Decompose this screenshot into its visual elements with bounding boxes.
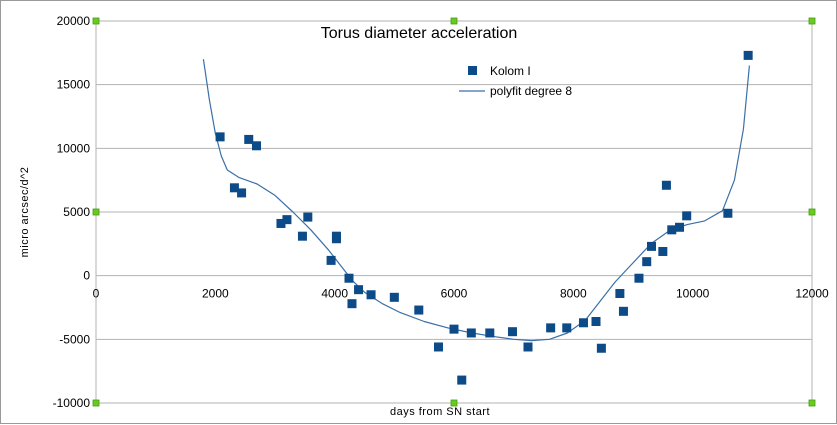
data-point bbox=[667, 225, 677, 235]
y-tick-labels: -10000 -5000 0 5000 10000 15000 20000 bbox=[53, 14, 91, 410]
x-tick-label: 2000 bbox=[202, 287, 229, 301]
data-point bbox=[661, 180, 671, 190]
data-point bbox=[466, 328, 476, 338]
x-axis-title: days from SN start bbox=[390, 406, 490, 418]
data-point bbox=[591, 317, 601, 327]
data-point bbox=[433, 342, 443, 352]
data-point bbox=[449, 324, 459, 334]
data-point bbox=[347, 299, 357, 309]
data-point bbox=[523, 342, 533, 352]
selection-handle[interactable] bbox=[92, 399, 100, 407]
data-point bbox=[389, 292, 399, 302]
x-tick-label: 10000 bbox=[676, 287, 710, 301]
data-point bbox=[485, 328, 495, 338]
fit-curve-layer bbox=[202, 59, 750, 342]
y-tick-label: 10000 bbox=[57, 141, 91, 155]
data-point bbox=[642, 257, 652, 267]
data-point bbox=[723, 208, 733, 218]
selection-handle[interactable] bbox=[450, 17, 458, 25]
data-point bbox=[507, 327, 517, 337]
data-point bbox=[615, 288, 625, 298]
x-tick-labels: 0 2000 4000 6000 8000 10000 12000 bbox=[93, 287, 829, 301]
legend-label-kolom-i: Kolom I bbox=[490, 64, 531, 78]
data-point bbox=[331, 231, 341, 241]
x-tick-label: 4000 bbox=[321, 287, 348, 301]
data-point bbox=[634, 273, 644, 283]
chart-title: Torus diameter acceleration bbox=[321, 25, 518, 42]
data-point bbox=[326, 255, 336, 265]
data-point bbox=[546, 323, 556, 333]
data-point bbox=[457, 375, 467, 385]
data-point bbox=[646, 241, 656, 251]
selection-handle[interactable] bbox=[808, 208, 816, 216]
grid-lines bbox=[95, 20, 813, 404]
data-point bbox=[215, 132, 225, 142]
data-point bbox=[682, 211, 692, 221]
y-tick-label: 5000 bbox=[63, 205, 90, 219]
selection-handle[interactable] bbox=[450, 399, 458, 407]
y-axis-title: micro arcsec/d^2 bbox=[19, 167, 31, 258]
data-point bbox=[578, 318, 588, 328]
y-tick-label: -5000 bbox=[59, 332, 90, 346]
data-point bbox=[344, 273, 354, 283]
x-tick-label: 12000 bbox=[795, 287, 829, 301]
x-tick-label: 8000 bbox=[560, 287, 587, 301]
data-point bbox=[354, 285, 364, 295]
data-point bbox=[297, 231, 307, 241]
series-line-polyfit bbox=[202, 59, 750, 342]
legend-marker-kolom-i bbox=[468, 66, 477, 75]
x-tick-label: 6000 bbox=[441, 287, 468, 301]
data-point bbox=[414, 305, 424, 315]
data-point bbox=[366, 290, 376, 300]
selection-handle[interactable] bbox=[92, 208, 100, 216]
data-point bbox=[282, 215, 292, 225]
data-point bbox=[252, 141, 262, 151]
selection-handle[interactable] bbox=[808, 17, 816, 25]
selection-handles[interactable] bbox=[92, 17, 816, 407]
y-tick-label: -10000 bbox=[53, 396, 91, 410]
selection-handle[interactable] bbox=[92, 17, 100, 25]
y-tick-label: 15000 bbox=[57, 78, 91, 92]
selection-handle[interactable] bbox=[808, 399, 816, 407]
y-tick-label: 0 bbox=[83, 269, 90, 283]
data-point bbox=[562, 323, 572, 333]
data-point bbox=[276, 218, 286, 228]
data-point bbox=[743, 50, 753, 60]
data-point bbox=[658, 246, 668, 256]
data-points-layer bbox=[215, 50, 753, 385]
data-point bbox=[237, 188, 247, 198]
x-tick-label: 0 bbox=[93, 287, 100, 301]
data-point bbox=[618, 306, 628, 316]
data-point bbox=[229, 183, 239, 193]
legend: Kolom I polyfit degree 8 bbox=[459, 64, 572, 98]
y-tick-label: 20000 bbox=[57, 14, 91, 28]
legend-label-polyfit: polyfit degree 8 bbox=[490, 84, 572, 98]
data-point bbox=[596, 343, 606, 353]
data-point bbox=[675, 222, 685, 232]
data-point bbox=[303, 212, 313, 222]
data-point bbox=[244, 134, 254, 144]
